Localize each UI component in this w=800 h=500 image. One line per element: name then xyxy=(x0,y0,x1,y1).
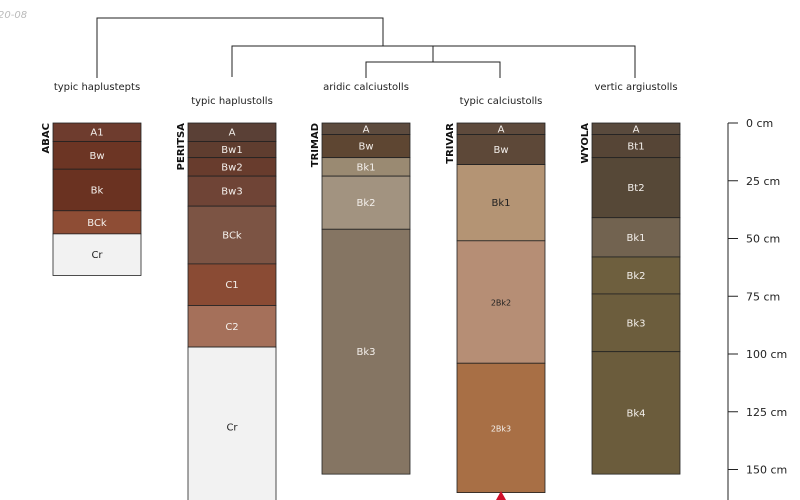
horizon-label: Bw3 xyxy=(221,187,242,198)
profile-trivar: TRIVAR typic calciustolls A Bw Bk1 2Bk2 2Bk3 xyxy=(445,96,546,493)
profile-name: WYOLA xyxy=(580,123,591,164)
horizon-label: 2Bk2 xyxy=(491,299,511,308)
horizon-label: Bk1 xyxy=(356,162,375,173)
horizon-label: Bk2 xyxy=(626,271,645,282)
horizon-label: Bw xyxy=(89,151,104,162)
horizon-block xyxy=(456,362,546,493)
horizon-block xyxy=(591,157,681,219)
horizon-block xyxy=(591,293,681,353)
horizon-label: BCk xyxy=(87,218,107,229)
horizon-label: 2Bk3 xyxy=(491,424,511,433)
horizon-label: BCk xyxy=(222,231,242,242)
horizon-label: Bw xyxy=(358,142,373,153)
depth-tick-label: 0 cm xyxy=(746,117,773,130)
horizon-block xyxy=(187,263,277,306)
horizon-label: Cr xyxy=(91,250,103,261)
horizon-block xyxy=(456,164,546,242)
profile-trimad: TRIMAD aridic calciustolls A Bw Bk1 Bk2 Bk3 xyxy=(310,82,411,475)
horizon-block xyxy=(52,141,142,170)
depth-tick-label: 25 cm xyxy=(746,175,780,188)
dendrogram-branch xyxy=(365,61,501,78)
horizon-block xyxy=(52,233,142,276)
depth-tick-label: 100 cm xyxy=(746,348,787,361)
taxon-label: typic haplustepts xyxy=(54,82,140,93)
depth-tick-label: 50 cm xyxy=(746,233,780,246)
horizon-label: Bk1 xyxy=(626,233,645,244)
horizon-label: Bw1 xyxy=(221,145,242,156)
marker-triangle-icon xyxy=(496,491,506,500)
profile-name: TRIMAD xyxy=(310,123,321,167)
profile-abac: ABAC typic haplustepts A1 Bw Bk BCk Cr xyxy=(41,82,142,276)
horizon-block xyxy=(187,346,277,500)
profile-name: ABAC xyxy=(41,123,52,153)
horizon-block xyxy=(591,256,681,295)
corner-label: 20-08 xyxy=(0,10,27,21)
profile-peritsa: PERITSA typic haplustolls A Bw1 Bw2 Bw3 BCk C1 C… xyxy=(176,96,277,500)
profile-name: PERITSA xyxy=(176,123,187,171)
horizon-block xyxy=(321,228,411,475)
taxon-label: typic calciustolls xyxy=(460,96,543,107)
taxon-label: typic haplustolls xyxy=(191,96,273,107)
horizon-label: Bk xyxy=(91,185,104,196)
horizon-block xyxy=(321,175,411,230)
horizon-label: A xyxy=(498,124,505,135)
horizon-label: Bt2 xyxy=(627,183,644,194)
horizon-label: A xyxy=(363,124,370,135)
depth-tick-label: 75 cm xyxy=(746,290,780,303)
profile-name: TRIVAR xyxy=(445,123,456,164)
horizon-block xyxy=(591,217,681,258)
horizon-label: A xyxy=(633,124,640,135)
taxon-label: aridic calciustolls xyxy=(323,82,409,93)
dendrogram-branch xyxy=(96,17,384,78)
profiles: ABAC typic haplustepts A1 Bw Bk BCk Cr PERITSA t… xyxy=(41,82,681,500)
taxon-label: vertic argiustolls xyxy=(594,82,677,93)
horizon-label: Bw2 xyxy=(221,162,242,173)
horizon-label: Bk2 xyxy=(356,198,375,209)
depth-tick-label: 125 cm xyxy=(746,406,787,419)
horizon-label: C2 xyxy=(225,322,238,333)
horizon-label: Bk3 xyxy=(626,318,645,329)
horizon-block xyxy=(456,240,546,364)
horizon-block xyxy=(456,134,546,165)
horizon-block xyxy=(187,305,277,348)
horizon-label: Bk4 xyxy=(626,408,645,419)
horizon-label: C1 xyxy=(225,280,238,291)
horizon-block xyxy=(187,175,277,207)
horizon-label: Bk1 xyxy=(491,198,510,209)
horizon-block xyxy=(591,351,681,475)
horizon-label: Bw xyxy=(493,145,508,156)
horizon-block xyxy=(187,205,277,265)
horizon-label: A1 xyxy=(90,128,103,139)
profile-wyola: WYOLA vertic argiustolls A Bt1 Bt2 Bk1 Bk2 Bk3 B… xyxy=(580,82,681,475)
horizon-label: Cr xyxy=(226,422,238,433)
depth-tick-label: 150 cm xyxy=(746,464,787,477)
horizon-label: Bk3 xyxy=(356,347,375,358)
horizon-label: Bt1 xyxy=(627,142,644,153)
dendrogram xyxy=(96,17,636,78)
depth-axis: 0 cm 25 cm 50 cm 75 cm 100 cm 125 cm 150 cm xyxy=(727,117,787,500)
horizon-label: A xyxy=(229,128,236,139)
